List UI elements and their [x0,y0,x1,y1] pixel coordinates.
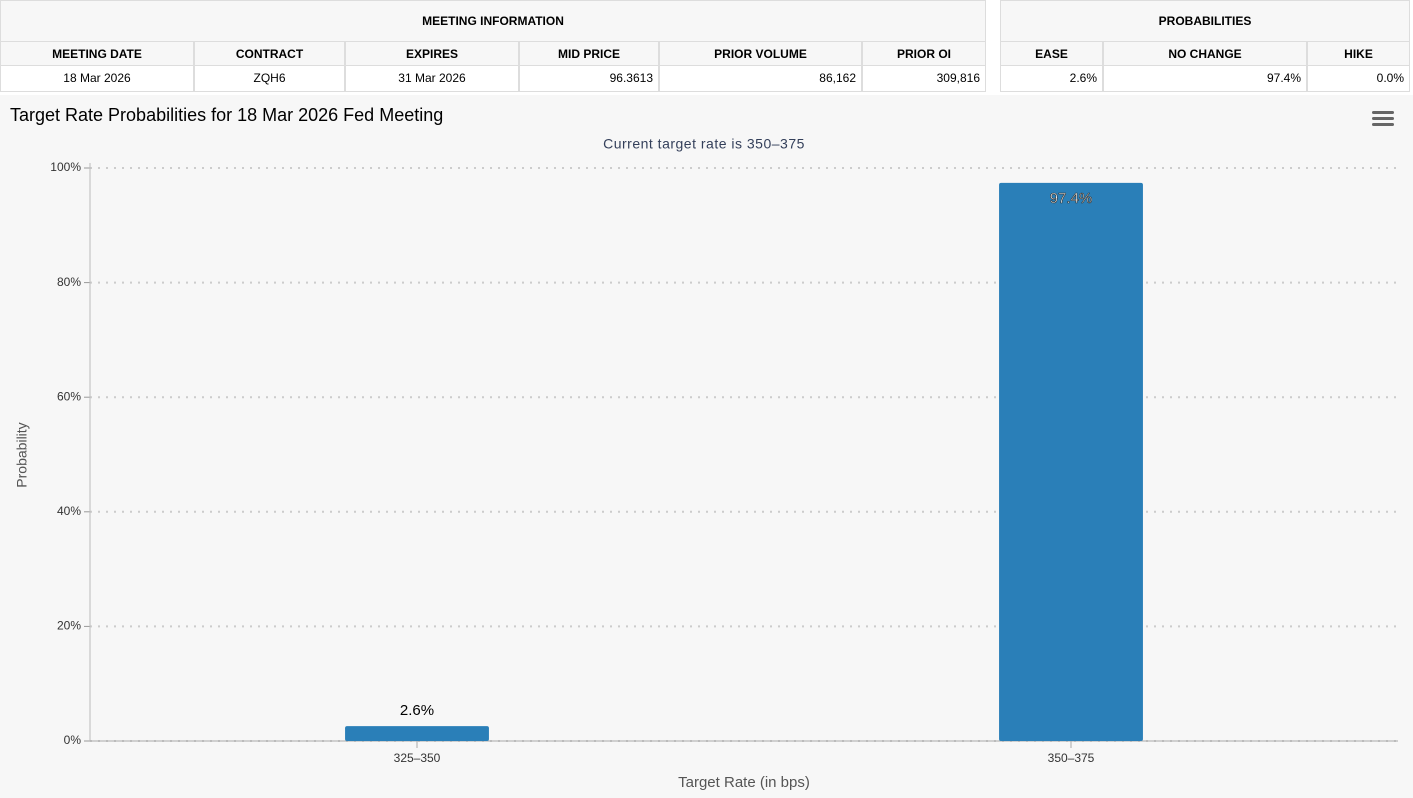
table-cell: 2.6% [1000,65,1103,92]
column-header: NO CHANGE [1103,41,1307,66]
y-tick-label: 60% [57,389,81,403]
table-cell: 31 Mar 2026 [345,65,519,92]
x-axis-title: Target Rate (in bps) [678,774,810,791]
column-header: PRIOR OI [862,41,986,66]
chart-subtitle: Current target rate is 350–375 [603,136,805,152]
y-tick-label: 80% [57,275,81,289]
y-tick-label: 0% [64,733,82,747]
column-header: MEETING DATE [0,41,194,66]
table-title: PROBABILITIES [1000,0,1410,42]
column-header: EASE [1000,41,1103,66]
table-cell: 86,162 [659,65,862,92]
y-tick-label: 20% [57,619,81,633]
column-header: PRIOR VOLUME [659,41,862,66]
bar [999,182,1143,741]
menu-line[interactable] [1372,111,1394,114]
table-title: MEETING INFORMATION [0,0,986,42]
column-header: EXPIRES [345,41,519,66]
menu-line[interactable] [1372,117,1394,120]
data-label: 97.4% [1050,190,1093,207]
y-tick-label: 100% [50,160,81,174]
chart-title: Target Rate Probabilities for 18 Mar 202… [10,105,443,125]
menu-button[interactable] [1372,111,1394,126]
table-cell: 97.4% [1103,65,1307,92]
x-tick-label: 350–375 [1048,751,1095,765]
data-label: 2.6% [400,702,434,719]
table-cell: 96.3613 [519,65,659,92]
table-cell: ZQH6 [194,65,345,92]
table-cell: 18 Mar 2026 [0,65,194,92]
chart-background [0,95,1413,798]
chart: Target Rate Probabilities for 18 Mar 202… [0,95,1413,798]
column-header: MID PRICE [519,41,659,66]
table-cell: 0.0% [1307,65,1410,92]
menu-line[interactable] [1372,123,1394,126]
column-header: CONTRACT [194,41,345,66]
y-axis-title: Probability [14,422,30,487]
bar [345,726,489,741]
x-tick-label: 325–350 [394,751,441,765]
table-cell: 309,816 [862,65,986,92]
column-header: HIKE [1307,41,1410,66]
y-tick-label: 40% [57,504,81,518]
